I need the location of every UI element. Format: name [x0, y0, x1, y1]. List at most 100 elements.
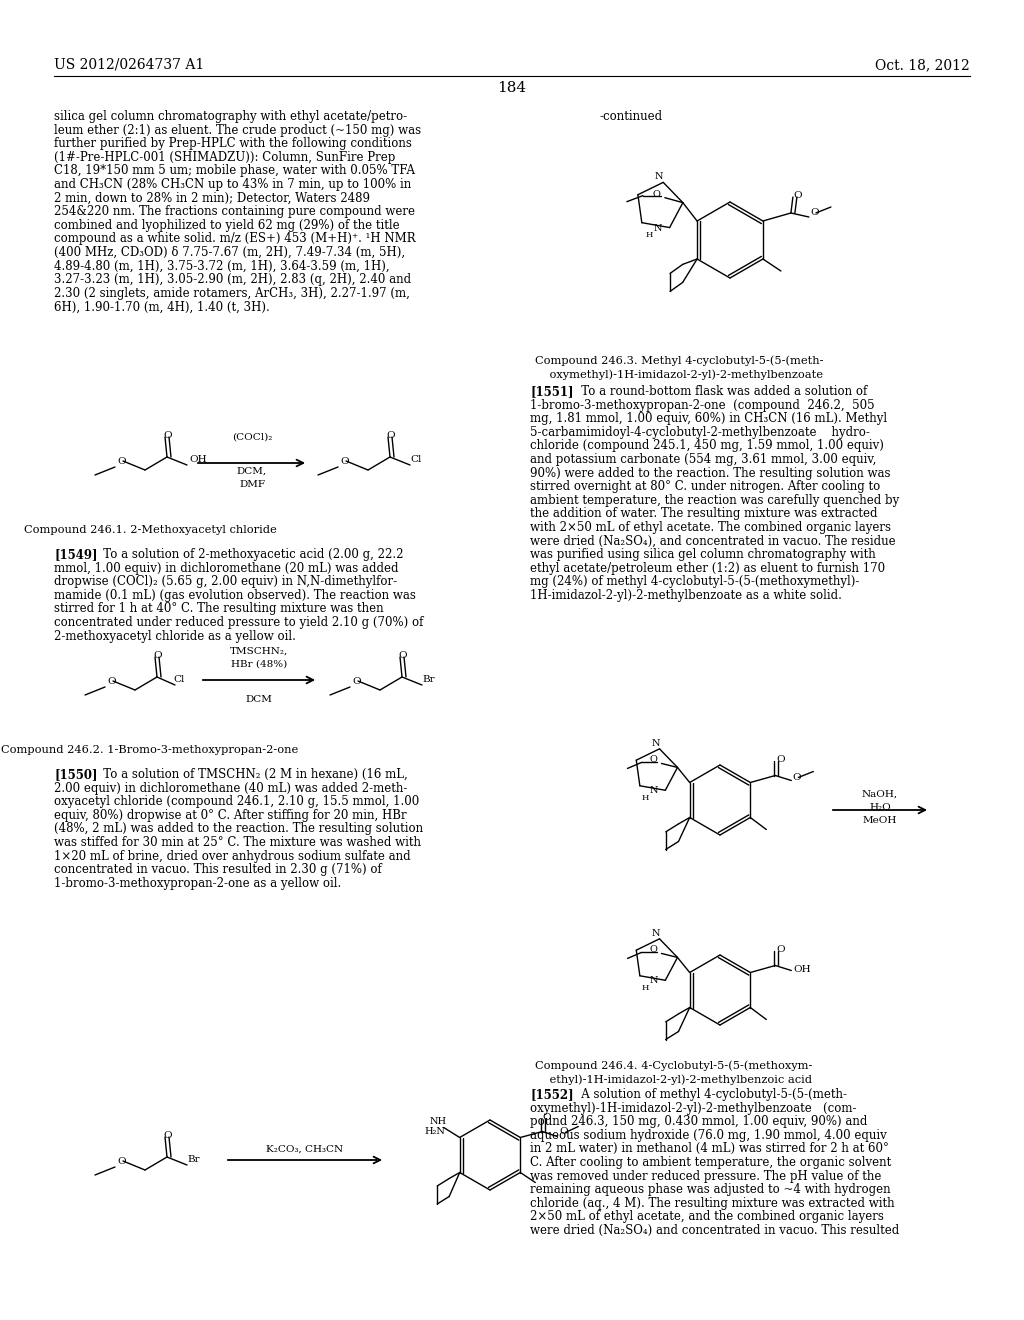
Text: 3.27-3.23 (m, 1H), 3.05-2.90 (m, 2H), 2.83 (q, 2H), 2.40 and: 3.27-3.23 (m, 1H), 3.05-2.90 (m, 2H), 2.… — [54, 273, 411, 286]
Text: ethyl)-1H-imidazol-2-yl)-2-methylbenzoic acid: ethyl)-1H-imidazol-2-yl)-2-methylbenzoic… — [535, 1074, 812, 1085]
Text: OH: OH — [794, 965, 811, 974]
Text: chloride (aq., 4 M). The resulting mixture was extracted with: chloride (aq., 4 M). The resulting mixtu… — [530, 1197, 895, 1210]
Text: [1549]: [1549] — [54, 548, 97, 561]
Text: stirred overnight at 80° C. under nitrogen. After cooling to: stirred overnight at 80° C. under nitrog… — [530, 480, 881, 494]
Text: N: N — [655, 173, 664, 181]
Text: oxymethyl)-1H-imidazol-2-yl)-2-methylbenzoate   (com-: oxymethyl)-1H-imidazol-2-yl)-2-methylben… — [530, 1102, 856, 1114]
Text: 6H), 1.90-1.70 (m, 4H), 1.40 (t, 3H).: 6H), 1.90-1.70 (m, 4H), 1.40 (t, 3H). — [54, 301, 269, 313]
Text: K₂CO₃, CH₃CN: K₂CO₃, CH₃CN — [266, 1144, 344, 1154]
Text: O: O — [649, 755, 657, 764]
Text: O: O — [117, 1158, 126, 1166]
Text: To a solution of 2-methoxyacetic acid (2.00 g, 22.2: To a solution of 2-methoxyacetic acid (2… — [92, 548, 403, 561]
Text: 5-carbamimidoyl-4-cyclobutyl-2-methylbenzoate    hydro-: 5-carbamimidoyl-4-cyclobutyl-2-methylben… — [530, 426, 869, 438]
Text: mg (24%) of methyl 4-cyclobutyl-5-(5-(methoxymethyl)-: mg (24%) of methyl 4-cyclobutyl-5-(5-(me… — [530, 576, 859, 589]
Text: O: O — [649, 945, 657, 954]
Text: aqueous sodium hydroxide (76.0 mg, 1.90 mmol, 4.00 equiv: aqueous sodium hydroxide (76.0 mg, 1.90 … — [530, 1129, 887, 1142]
Text: HBr (48%): HBr (48%) — [230, 660, 287, 669]
Text: 2-methoxyacetyl chloride as a yellow oil.: 2-methoxyacetyl chloride as a yellow oil… — [54, 630, 296, 643]
Text: O: O — [543, 1114, 551, 1122]
Text: C. After cooling to ambient temperature, the organic solvent: C. After cooling to ambient temperature,… — [530, 1156, 891, 1170]
Text: US 2012/0264737 A1: US 2012/0264737 A1 — [54, 58, 204, 73]
Text: ethyl acetate/petroleum ether (1:2) as eluent to furnish 170: ethyl acetate/petroleum ether (1:2) as e… — [530, 562, 885, 574]
Text: O: O — [163, 1131, 172, 1140]
Text: combined and lyophilized to yield 62 mg (29%) of the title: combined and lyophilized to yield 62 mg … — [54, 219, 399, 232]
Text: mg, 1.81 mmol, 1.00 equiv, 60%) in CH₃CN (16 mL). Methyl: mg, 1.81 mmol, 1.00 equiv, 60%) in CH₃CN… — [530, 412, 887, 425]
Text: 2×50 mL of ethyl acetate, and the combined organic layers: 2×50 mL of ethyl acetate, and the combin… — [530, 1210, 884, 1224]
Text: concentrated in vacuo. This resulted in 2.30 g (71%) of: concentrated in vacuo. This resulted in … — [54, 863, 382, 876]
Text: NH: NH — [430, 1118, 446, 1126]
Text: Compound 246.4. 4-Cyclobutyl-5-(5-(methoxym-: Compound 246.4. 4-Cyclobutyl-5-(5-(metho… — [535, 1060, 812, 1071]
Text: [1552]: [1552] — [530, 1088, 573, 1101]
Text: Compound 246.3. Methyl 4-cyclobutyl-5-(5-(meth-: Compound 246.3. Methyl 4-cyclobutyl-5-(5… — [535, 355, 823, 366]
Text: H₂N: H₂N — [425, 1127, 445, 1137]
Text: C18, 19*150 mm 5 um; mobile phase, water with 0.05% TFA: C18, 19*150 mm 5 um; mobile phase, water… — [54, 165, 415, 177]
Text: 2 min, down to 28% in 2 min); Detector, Waters 2489: 2 min, down to 28% in 2 min); Detector, … — [54, 191, 370, 205]
Text: O: O — [793, 191, 802, 201]
Text: -continued: -continued — [600, 110, 664, 123]
Text: equiv, 80%) dropwise at 0° C. After stiffing for 20 min, HBr: equiv, 80%) dropwise at 0° C. After stif… — [54, 809, 407, 822]
Text: stirred for 1 h at 40° C. The resulting mixture was then: stirred for 1 h at 40° C. The resulting … — [54, 602, 384, 615]
Text: N: N — [651, 739, 659, 748]
Text: Br: Br — [187, 1155, 200, 1164]
Text: O: O — [776, 945, 785, 954]
Text: 1H-imidazol-2-yl)-2-methylbenzoate as a white solid.: 1H-imidazol-2-yl)-2-methylbenzoate as a … — [530, 589, 842, 602]
Text: 90%) were added to the reaction. The resulting solution was: 90%) were added to the reaction. The res… — [530, 466, 891, 479]
Text: 2.30 (2 singlets, amide rotamers, ArCH₃, 3H), 2.27-1.97 (m,: 2.30 (2 singlets, amide rotamers, ArCH₃,… — [54, 286, 410, 300]
Text: H: H — [646, 231, 653, 239]
Text: 2.00 equiv) in dichloromethane (40 mL) was added 2-meth-: 2.00 equiv) in dichloromethane (40 mL) w… — [54, 781, 408, 795]
Text: O: O — [398, 651, 407, 660]
Text: concentrated under reduced pressure to yield 2.10 g (70%) of: concentrated under reduced pressure to y… — [54, 616, 423, 630]
Text: oxyacetyl chloride (compound 246.1, 2.10 g, 15.5 mmol, 1.00: oxyacetyl chloride (compound 246.1, 2.10… — [54, 795, 419, 808]
Text: Compound 246.1. 2-Methoxyacetyl chloride: Compound 246.1. 2-Methoxyacetyl chloride — [24, 525, 276, 535]
Text: O: O — [153, 651, 162, 660]
Text: O: O — [559, 1127, 568, 1137]
Text: further purified by Prep-HPLC with the following conditions: further purified by Prep-HPLC with the f… — [54, 137, 412, 150]
Text: mamide (0.1 mL) (gas evolution observed). The reaction was: mamide (0.1 mL) (gas evolution observed)… — [54, 589, 416, 602]
Text: mmol, 1.00 equiv) in dichloromethane (20 mL) was added: mmol, 1.00 equiv) in dichloromethane (20… — [54, 561, 398, 574]
Text: Cl: Cl — [173, 675, 184, 684]
Text: NaOH,: NaOH, — [862, 789, 898, 799]
Text: OH: OH — [189, 455, 207, 465]
Text: was stiffed for 30 min at 25° C. The mixture was washed with: was stiffed for 30 min at 25° C. The mix… — [54, 836, 421, 849]
Text: dropwise (COCl)₂ (5.65 g, 2.00 equiv) in N,N-dimethylfor-: dropwise (COCl)₂ (5.65 g, 2.00 equiv) in… — [54, 576, 397, 589]
Text: DCM,: DCM, — [237, 467, 267, 477]
Text: leum ether (2:1) as eluent. The crude product (~150 mg) was: leum ether (2:1) as eluent. The crude pr… — [54, 124, 421, 136]
Text: were dried (Na₂SO₄), and concentrated in vacuo. The residue: were dried (Na₂SO₄), and concentrated in… — [530, 535, 896, 548]
Text: compound as a white solid. m/z (ES+) 453 (M+H)⁺. ¹H NMR: compound as a white solid. m/z (ES+) 453… — [54, 232, 416, 246]
Text: H₂O: H₂O — [869, 803, 891, 812]
Text: 4.89-4.80 (m, 1H), 3.75-3.72 (m, 1H), 3.64-3.59 (m, 1H),: 4.89-4.80 (m, 1H), 3.75-3.72 (m, 1H), 3.… — [54, 260, 389, 273]
Text: with 2×50 mL of ethyl acetate. The combined organic layers: with 2×50 mL of ethyl acetate. The combi… — [530, 521, 891, 535]
Text: O: O — [810, 209, 818, 216]
Text: MeOH: MeOH — [863, 816, 897, 825]
Text: [1550]: [1550] — [54, 768, 97, 781]
Text: and potassium carbonate (554 mg, 3.61 mmol, 3.00 equiv,: and potassium carbonate (554 mg, 3.61 mm… — [530, 453, 877, 466]
Text: was purified using silica gel column chromatography with: was purified using silica gel column chr… — [530, 548, 876, 561]
Text: To a round-bottom flask was added a solution of: To a round-bottom flask was added a solu… — [570, 385, 867, 399]
Text: O: O — [106, 677, 116, 686]
Text: in 2 mL water) in methanol (4 mL) was stirred for 2 h at 60°: in 2 mL water) in methanol (4 mL) was st… — [530, 1142, 889, 1155]
Text: N: N — [649, 977, 657, 985]
Text: remaining aqueous phase was adjusted to ~4 with hydrogen: remaining aqueous phase was adjusted to … — [530, 1183, 891, 1196]
Text: was removed under reduced pressure. The pH value of the: was removed under reduced pressure. The … — [530, 1170, 882, 1183]
Text: H: H — [642, 985, 649, 993]
Text: oxymethyl)-1H-imidazol-2-yl)-2-methylbenzoate: oxymethyl)-1H-imidazol-2-yl)-2-methylben… — [535, 370, 823, 380]
Text: N: N — [649, 787, 657, 795]
Text: N: N — [653, 223, 662, 232]
Text: 1-bromo-3-methoxypropan-2-one as a yellow oil.: 1-bromo-3-methoxypropan-2-one as a yello… — [54, 876, 341, 890]
Text: chloride (compound 245.1, 450 mg, 1.59 mmol, 1.00 equiv): chloride (compound 245.1, 450 mg, 1.59 m… — [530, 440, 884, 453]
Text: (COCl)₂: (COCl)₂ — [231, 433, 272, 442]
Text: O: O — [793, 772, 801, 781]
Text: DCM: DCM — [246, 696, 272, 704]
Text: Compound 246.2. 1-Bromo-3-methoxypropan-2-one: Compound 246.2. 1-Bromo-3-methoxypropan-… — [1, 744, 299, 755]
Text: 254&220 nm. The fractions containing pure compound were: 254&220 nm. The fractions containing pur… — [54, 205, 415, 218]
Text: Br: Br — [422, 675, 434, 684]
Text: O: O — [776, 755, 785, 764]
Text: H: H — [642, 795, 649, 803]
Text: ambient temperature, the reaction was carefully quenched by: ambient temperature, the reaction was ca… — [530, 494, 899, 507]
Text: silica gel column chromatography with ethyl acetate/petro-: silica gel column chromatography with et… — [54, 110, 408, 123]
Text: [1551]: [1551] — [530, 385, 573, 399]
Text: TMSCHN₂,: TMSCHN₂, — [229, 647, 288, 656]
Text: 1×20 mL of brine, dried over anhydrous sodium sulfate and: 1×20 mL of brine, dried over anhydrous s… — [54, 850, 411, 862]
Text: were dried (Na₂SO₄) and concentrated in vacuo. This resulted: were dried (Na₂SO₄) and concentrated in … — [530, 1224, 899, 1237]
Text: O: O — [117, 457, 126, 466]
